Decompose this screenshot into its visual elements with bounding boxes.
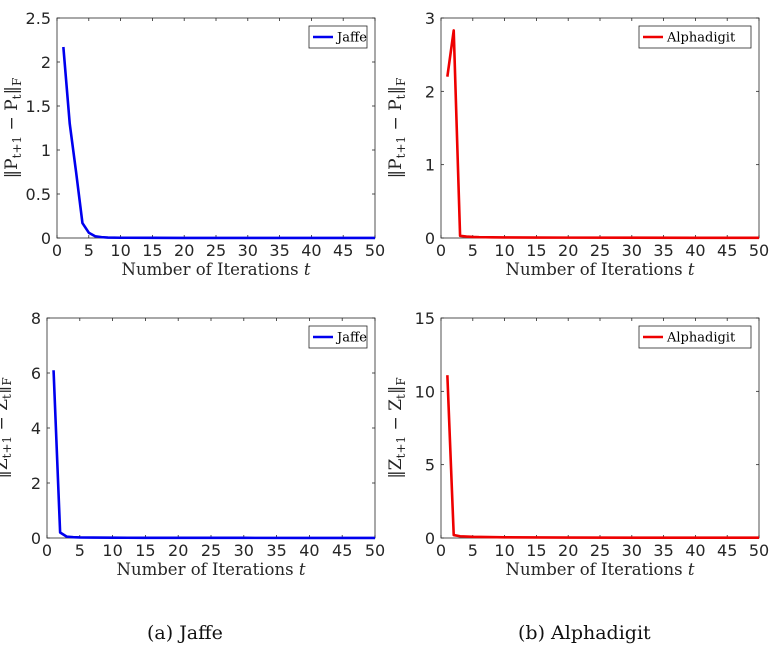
series-line-alphadigit: [446, 29, 759, 240]
y-tick-label: 4: [31, 419, 41, 438]
x-tick-label: 25: [590, 541, 610, 560]
x-tick-label: 15: [526, 541, 546, 560]
x-tick-label: 45: [333, 241, 353, 260]
y-tick-label: 1: [425, 156, 435, 175]
y-axis-label: ‖Pt+1 − Pt‖F: [386, 78, 408, 179]
x-tick-label: 35: [269, 241, 289, 260]
x-tick-label: 10: [494, 541, 514, 560]
x-tick-label: 5: [468, 541, 478, 560]
legend-box: [638, 325, 752, 349]
legend-box: [308, 325, 368, 349]
y-tick-label: 3: [425, 9, 435, 28]
x-tick-label: 15: [142, 241, 162, 260]
y-tick-label: 2: [41, 53, 51, 72]
chart-panel-bottom-left: 0 5 10 15 20 25 30 35 40 45 50 0 2 4 6 8 Number of Itera…: [0, 309, 385, 579]
x-tick-label: 25: [206, 241, 226, 260]
chart-panel-top-right: 0 5 10 15 20 25 30 35 40 45 50 0 1 2 3 Number of Iterat…: [386, 9, 769, 279]
x-tick-label: 0: [42, 541, 52, 560]
y-tick-label: 0: [31, 529, 41, 548]
legend-label: Alphadigit: [666, 31, 736, 46]
x-tick-label: 5: [468, 241, 478, 260]
x-tick-label: 30: [622, 541, 642, 560]
x-tick-label: 35: [266, 541, 286, 560]
y-tick-label: 15: [415, 309, 435, 328]
y-axis-label: ‖Pt+1 − Pt‖F: [2, 78, 24, 179]
y-tick-label: 0: [425, 529, 435, 548]
caption-b: (b) Alphadigit: [518, 622, 651, 644]
legend: Alphadigit: [638, 25, 752, 49]
y-tick-label: 0: [425, 229, 435, 248]
y-tick-label: 2.5: [26, 9, 51, 28]
y-axis-label: ‖Zt+1 − Zt‖F: [0, 377, 14, 478]
x-tick-label: 45: [717, 241, 737, 260]
x-tick-label: 15: [526, 241, 546, 260]
caption-a: (a) Jaffe: [147, 622, 223, 644]
x-tick-label: 25: [201, 541, 221, 560]
x-tick-label: 40: [301, 241, 321, 260]
legend: Jaffe: [308, 25, 368, 49]
legend: Jaffe: [308, 325, 368, 349]
x-tick-label: 40: [685, 241, 705, 260]
x-tick-label: 30: [622, 241, 642, 260]
x-axis-label: Number of Iterations t: [506, 260, 695, 279]
chart-panel-top-left: 0 5 10 15 20 25 30 35 40 45 50 0 0.5 1 1.5 2 2.5 Number o…: [2, 9, 385, 279]
y-tick-label: 1: [41, 141, 51, 160]
series-line-jaffe: [52, 370, 375, 540]
legend-box: [638, 25, 752, 49]
x-tick-label: 50: [749, 541, 769, 560]
legend-label: Jaffe: [335, 331, 367, 346]
series-line-alphadigit: [446, 375, 759, 540]
x-tick-label: 5: [75, 541, 85, 560]
y-tick-label: 0: [41, 229, 51, 248]
x-tick-label: 5: [84, 241, 94, 260]
x-tick-label: 25: [590, 241, 610, 260]
legend-box: [308, 25, 368, 49]
legend: Alphadigit: [638, 325, 752, 349]
x-tick-label: 0: [52, 241, 62, 260]
x-tick-label: 40: [299, 541, 319, 560]
y-tick-label: 1.5: [26, 97, 51, 116]
plot-area-frame: [46, 317, 376, 539]
x-tick-label: 20: [558, 541, 578, 560]
y-tick-label: 0.5: [26, 185, 51, 204]
x-tick-label: 50: [749, 241, 769, 260]
x-tick-label: 0: [436, 241, 446, 260]
x-tick-label: 10: [494, 241, 514, 260]
x-tick-label: 20: [168, 541, 188, 560]
y-tick-label: 6: [31, 364, 41, 383]
x-tick-label: 45: [332, 541, 352, 560]
x-tick-label: 30: [238, 241, 258, 260]
legend-label: Alphadigit: [666, 331, 736, 346]
x-tick-label: 0: [436, 541, 446, 560]
y-tick-label: 8: [31, 309, 41, 328]
series-line-jaffe: [62, 46, 375, 240]
x-tick-label: 15: [135, 541, 155, 560]
x-tick-label: 10: [102, 541, 122, 560]
x-tick-label: 45: [717, 541, 737, 560]
x-tick-label: 40: [685, 541, 705, 560]
legend-label: Jaffe: [335, 31, 367, 46]
y-tick-label: 2: [31, 474, 41, 493]
x-tick-label: 30: [234, 541, 254, 560]
y-tick-label: 5: [425, 456, 435, 475]
x-tick-label: 35: [653, 541, 673, 560]
plot-area-frame: [440, 317, 760, 539]
x-tick-label: 50: [365, 541, 385, 560]
y-axis-label: ‖Zt+1 − Zt‖F: [386, 377, 408, 478]
x-tick-label: 50: [365, 241, 385, 260]
x-axis-label: Number of Iterations t: [117, 560, 306, 579]
y-tick-label: 10: [415, 382, 435, 401]
x-tick-label: 20: [174, 241, 194, 260]
x-tick-label: 20: [558, 241, 578, 260]
plot-area-frame: [440, 17, 760, 239]
plot-area-frame: [56, 17, 376, 239]
x-axis-label: Number of Iterations t: [506, 560, 695, 579]
x-axis-label: Number of Iterations t: [122, 260, 311, 279]
y-tick-label: 2: [425, 82, 435, 101]
x-tick-label: 10: [110, 241, 130, 260]
x-tick-label: 35: [653, 241, 673, 260]
